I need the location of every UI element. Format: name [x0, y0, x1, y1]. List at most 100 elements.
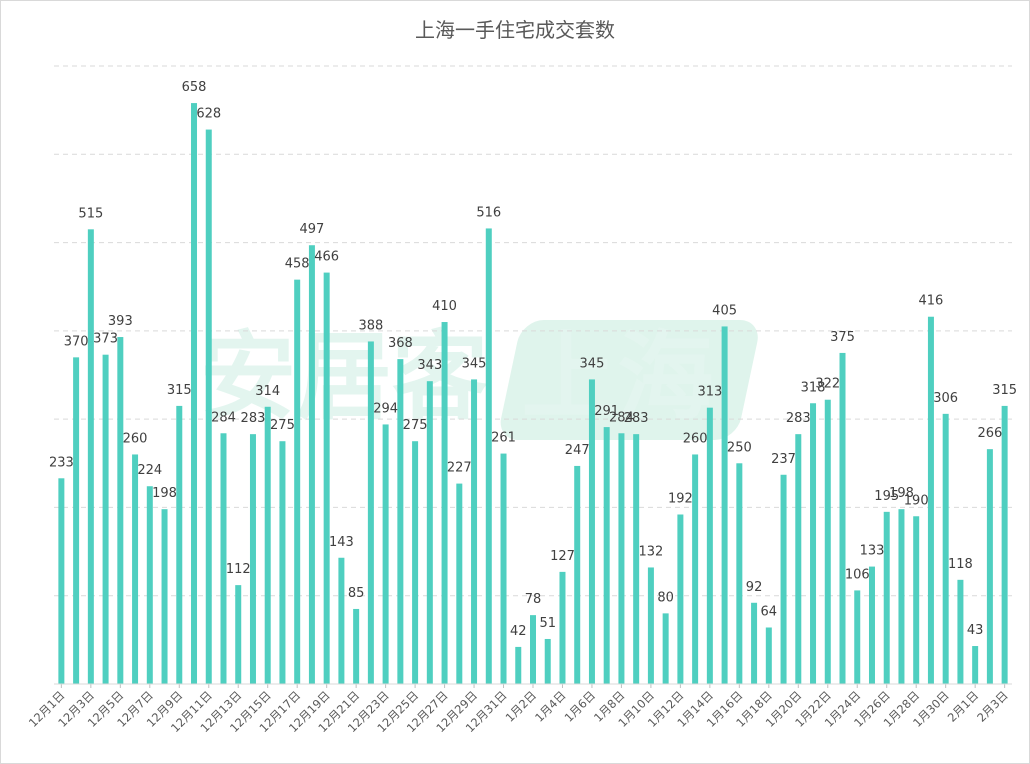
- bar-1月28日: [913, 516, 920, 684]
- bar-12月20日: [338, 557, 345, 684]
- bar-1月10日: [647, 567, 654, 684]
- value-label: 192: [668, 491, 693, 506]
- value-label: 345: [462, 356, 487, 371]
- bar-12月16日: [279, 441, 286, 684]
- value-label: 283: [241, 411, 266, 426]
- bar-12月14日: [249, 434, 256, 684]
- bar-1月20日: [795, 434, 802, 684]
- value-label: 247: [565, 443, 590, 458]
- bar-12月2日: [73, 357, 80, 684]
- value-label: 315: [992, 383, 1017, 398]
- value-label: 233: [49, 455, 74, 470]
- bar-12月3日: [87, 229, 94, 685]
- x-tick-labels: 12月1日12月3日12月5日12月7日12月9日12月11日12月13日12月…: [26, 684, 1011, 735]
- x-tick-label: 1月6日: [562, 688, 599, 725]
- value-label: 198: [889, 486, 914, 501]
- bar-12月29日: [471, 379, 478, 684]
- bar-12月19日: [323, 272, 330, 684]
- value-label: 260: [683, 431, 708, 446]
- value-label: 294: [373, 401, 398, 416]
- value-label: 132: [638, 544, 663, 559]
- bar-1月30日: [942, 413, 949, 684]
- value-label: 318: [801, 380, 826, 395]
- bar-1月11日: [662, 613, 669, 684]
- bar-1月15日: [721, 326, 728, 684]
- bar-1月31日: [957, 579, 964, 684]
- value-label: 237: [771, 452, 796, 467]
- watermark-badge: [500, 320, 758, 440]
- bar-1月14日: [706, 407, 713, 684]
- bar-1月26日: [883, 511, 890, 684]
- value-label: 42: [510, 624, 527, 639]
- bar-12月25日: [412, 441, 419, 684]
- value-label: 80: [657, 590, 674, 605]
- bar-12月7日: [146, 486, 153, 684]
- value-label: 284: [211, 410, 236, 425]
- bar-12月24日: [397, 359, 404, 684]
- bar-1月29日: [927, 316, 934, 684]
- bar-1月17日: [751, 602, 758, 684]
- value-label: 284: [609, 410, 634, 425]
- value-label: 112: [226, 562, 251, 577]
- value-label: 405: [712, 303, 737, 318]
- value-label: 143: [329, 535, 354, 550]
- bar-12月30日: [485, 228, 492, 684]
- value-label: 224: [137, 463, 162, 478]
- bar-12月26日: [426, 381, 433, 684]
- bar-12月23日: [382, 424, 389, 684]
- value-label: 127: [550, 549, 575, 564]
- value-labels: 233 370 515 373 393 260 224 198 315 658 628 284 112 2…: [49, 80, 1017, 639]
- value-label: 306: [933, 391, 958, 406]
- bar-1月12日: [677, 514, 684, 684]
- value-label: 283: [786, 411, 811, 426]
- bar-1月16日: [736, 463, 743, 684]
- value-label: 314: [255, 384, 280, 399]
- value-label: 497: [300, 222, 325, 237]
- chart-title: 上海一手住宅成交套数: [415, 18, 615, 42]
- value-label: 266: [977, 426, 1002, 441]
- value-label: 628: [196, 107, 221, 122]
- value-label: 313: [697, 385, 722, 400]
- bar-12月27日: [441, 322, 448, 684]
- bar-12月15日: [264, 406, 271, 684]
- value-label: 658: [182, 80, 207, 95]
- bar-1月8日: [618, 433, 625, 684]
- value-label: 388: [358, 318, 383, 333]
- value-label: 416: [919, 294, 944, 309]
- bar-1月1日: [515, 646, 522, 684]
- value-label: 133: [860, 544, 885, 559]
- value-label: 373: [93, 332, 118, 347]
- value-label: 370: [64, 334, 89, 349]
- value-label: 85: [348, 586, 365, 601]
- value-label: 275: [270, 418, 295, 433]
- bar-12月13日: [235, 585, 242, 684]
- bar-2月3日: [1001, 405, 1008, 684]
- bar-1月21日: [810, 403, 817, 684]
- value-label: 515: [78, 206, 103, 221]
- bar-12月22日: [367, 341, 374, 684]
- bar-1月19日: [780, 474, 787, 684]
- bar-1月3日: [544, 638, 551, 684]
- bar-1月13日: [692, 454, 699, 684]
- bar-12月11日: [205, 129, 212, 684]
- bar-1月24日: [854, 590, 861, 684]
- bar-12月8日: [161, 509, 168, 684]
- bar-12月31日: [500, 453, 507, 684]
- value-label: 315: [167, 383, 192, 398]
- bar-1月18日: [765, 627, 772, 684]
- bar-1月23日: [839, 352, 846, 684]
- value-label: 64: [761, 604, 778, 619]
- value-label: 345: [580, 356, 605, 371]
- value-label: 466: [314, 250, 339, 265]
- bar-12月28日: [456, 483, 463, 684]
- value-label: 393: [108, 314, 133, 329]
- value-label: 410: [432, 299, 457, 314]
- value-label: 291: [594, 404, 619, 419]
- bar-12月6日: [132, 454, 139, 684]
- value-label: 227: [447, 461, 472, 476]
- bar-12月4日: [102, 354, 109, 684]
- bars: [58, 103, 1008, 685]
- value-label: 343: [417, 358, 442, 373]
- value-label: 78: [525, 592, 542, 607]
